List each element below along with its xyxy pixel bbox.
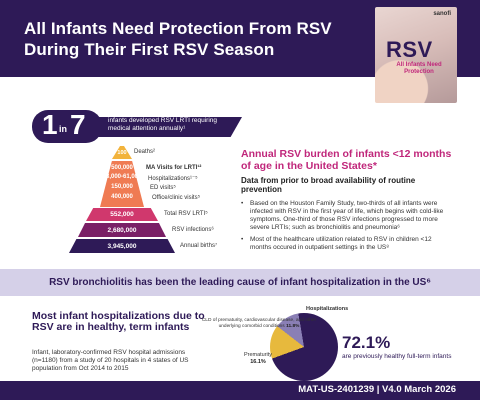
stat-numerator: 1 <box>42 109 58 140</box>
pyramid-value-hosp: 23,000-61,000 <box>102 174 142 180</box>
pyramid-label-infections: RSV infections⁶ <box>172 227 214 233</box>
bullet-item: Based on the Houston Family Study, two-t… <box>241 200 453 232</box>
page-title: All Infants Need Protection From RSV Dur… <box>24 19 332 59</box>
pyramid-label-ed: ED visits⁵ <box>150 185 176 191</box>
pyramid-label-total-lrti: Total RSV LRTI⁵ <box>164 211 208 217</box>
pie-label-cld: CLD of prematurity, cardiovascular disea… <box>201 318 317 329</box>
healthy-percentage: 72.1% <box>342 333 391 352</box>
pie-value-cld: 11.8% <box>286 323 300 329</box>
pyramid-label-ma-visits: MA Visits for LRTI¹² <box>146 165 202 171</box>
pyramid-value-office: 400,000 <box>111 194 133 200</box>
healthy-label: are previously healthy full-term infants <box>342 353 452 360</box>
burden-title: Annual RSV burden of infants <12 months … <box>241 148 452 172</box>
hero-image: sanofi RSV All Infants Need Protection <box>375 7 457 103</box>
pyramid-value-ed: 150,000 <box>111 184 133 190</box>
brand-logo: sanofi <box>433 11 451 17</box>
hospitalization-text: Infant, laboratory-confirmed RSV hospita… <box>32 349 189 372</box>
footer-bar: MAT-US-2401239 | V4.0 March 2026 <box>0 381 480 400</box>
hero-rsv-text: RSV <box>386 37 433 62</box>
hospitalization-title: Most infant hospitalizations due to RSV … <box>32 310 205 333</box>
burden-bullets: Based on the Houston Family Study, two-t… <box>241 200 453 252</box>
stat-denominator: 7 <box>70 109 86 140</box>
hospitalization-pie-chart <box>270 313 338 381</box>
pyramid-label-births: Annual births⁷ <box>180 243 218 249</box>
callout-banner: RSV bronchiolitis has been the leading c… <box>0 269 480 296</box>
pyramid-value-ma-visits: 500,000 <box>111 165 133 171</box>
burden-section: Annual RSV burden of infants <12 months … <box>241 148 453 256</box>
pyramid-level-deaths: 100 <box>112 146 132 159</box>
hero-subtitle: All Infants Need Protection <box>396 62 442 75</box>
pyramid-label-deaths: Deaths² <box>134 149 156 155</box>
pie-label-hospitalizations: Hospitalizations <box>306 306 349 312</box>
pie-value-prematurity: 16.1% <box>250 358 266 365</box>
bullet-item: Most of the healthcare utilization relat… <box>241 236 453 252</box>
stat-badge: 1 in 7 <box>32 109 102 143</box>
pyramid-level-infections: 2,680,000 <box>78 223 166 237</box>
document-code: MAT-US-2401239 | V4.0 March 2026 <box>298 384 456 395</box>
pyramid-label-office: Office/clinic visits⁵ <box>152 195 201 201</box>
pyramid-label-hosp: Hospitalizations¹⁻⁵ <box>148 176 198 182</box>
pyramid-level-births: 3,945,000 <box>69 239 175 253</box>
pyramid-level-total-lrti: 552,000 <box>86 208 158 221</box>
stat-text: infants developed RSV LRTI requiring med… <box>108 117 217 132</box>
pie-label-prematurity: Prematurity 16.1% <box>243 352 273 365</box>
burden-subtitle: Data from prior to broad availability of… <box>241 176 416 194</box>
stat-in: in <box>59 124 67 134</box>
stat-banner: 1 in 7 infants developed RSV LRTI requir… <box>32 109 242 143</box>
